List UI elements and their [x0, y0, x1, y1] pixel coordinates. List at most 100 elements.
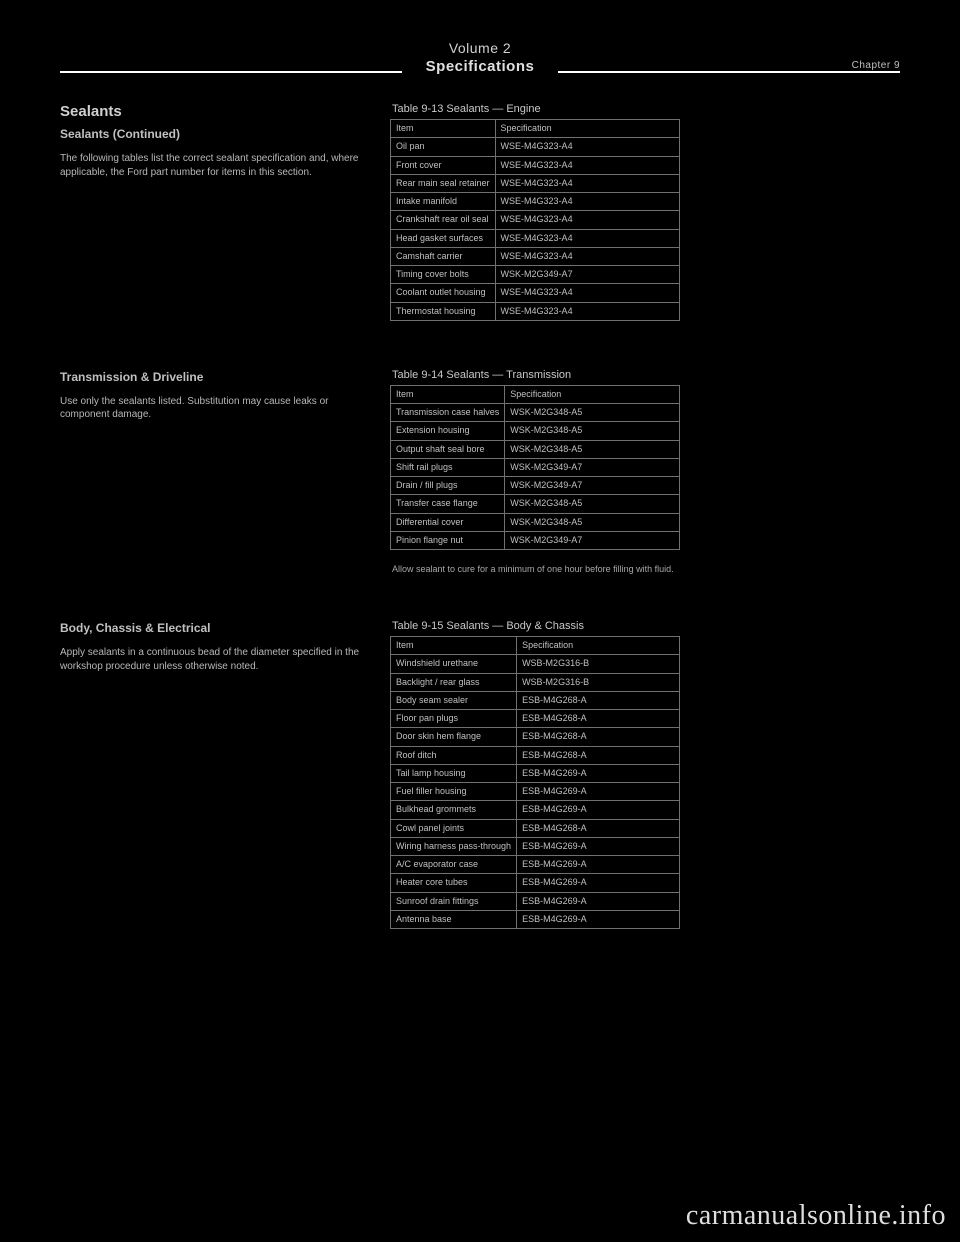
- section-1-subtitle: Sealants (Continued): [60, 126, 370, 142]
- cell: Pinion flange nut: [391, 531, 505, 549]
- table-row: Door skin hem flangeESB-M4G268-A: [391, 728, 680, 746]
- table-3: ItemSpecification Windshield urethaneWSB…: [390, 636, 680, 929]
- cell: WSE-M4G323-A4: [495, 247, 679, 265]
- table-row: Shift rail plugsWSK-M2G349-A7: [391, 458, 680, 476]
- section-1: Sealants Sealants (Continued) The follow…: [60, 103, 900, 335]
- section-3-tableblock: Table 9-15 Sealants — Body & Chassis Ite…: [390, 620, 900, 929]
- cell: ESB-M4G269-A: [517, 783, 680, 801]
- cell: Roof ditch: [391, 746, 517, 764]
- cell: Rear main seal retainer: [391, 174, 496, 192]
- cell: Item: [391, 120, 496, 138]
- cell: WSB-M2G316-B: [517, 673, 680, 691]
- table-row: Thermostat housingWSE-M4G323-A4: [391, 302, 680, 320]
- cell: ESB-M4G268-A: [517, 710, 680, 728]
- cell: Output shaft seal bore: [391, 440, 505, 458]
- cell: Front cover: [391, 156, 496, 174]
- table-row: Pinion flange nutWSK-M2G349-A7: [391, 531, 680, 549]
- cell: Specification: [495, 120, 679, 138]
- table-row: Camshaft carrierWSE-M4G323-A4: [391, 247, 680, 265]
- cell: WSK-M2G348-A5: [505, 495, 680, 513]
- table-2: ItemSpecification Transmission case halv…: [390, 385, 680, 550]
- page-header: Volume 2 Specifications Chapter 9: [60, 40, 900, 75]
- cell: Oil pan: [391, 138, 496, 156]
- table-row: Wiring harness pass-throughESB-M4G269-A: [391, 837, 680, 855]
- cell: ESB-M4G268-A: [517, 746, 680, 764]
- cell: WSK-M2G348-A5: [505, 440, 680, 458]
- table-row: ItemSpecification: [391, 120, 680, 138]
- cell: WSE-M4G323-A4: [495, 284, 679, 302]
- header-rule-left: [60, 71, 402, 73]
- cell: Heater core tubes: [391, 874, 517, 892]
- section-3-subtitle: Body, Chassis & Electrical: [60, 620, 370, 636]
- cell: WSB-M2G316-B: [517, 655, 680, 673]
- table-row: Roof ditchESB-M4G268-A: [391, 746, 680, 764]
- cell: WSK-M2G349-A7: [505, 477, 680, 495]
- section-1-tableblock: Table 9-13 Sealants — Engine ItemSpecifi…: [390, 103, 900, 321]
- section-1-title: Sealants: [60, 103, 370, 120]
- cell: WSE-M4G323-A4: [495, 156, 679, 174]
- table-row: Output shaft seal boreWSK-M2G348-A5: [391, 440, 680, 458]
- cell: WSE-M4G323-A4: [495, 193, 679, 211]
- header-center: Volume 2 Specifications: [402, 40, 559, 75]
- cell: ESB-M4G269-A: [517, 837, 680, 855]
- cell: Transfer case flange: [391, 495, 505, 513]
- cell: WSE-M4G323-A4: [495, 138, 679, 156]
- table-3-caption: Table 9-15 Sealants — Body & Chassis: [392, 620, 900, 632]
- header-right: Chapter 9: [558, 60, 900, 75]
- cell: WSK-M2G349-A7: [505, 458, 680, 476]
- cell: WSE-M4G323-A4: [495, 302, 679, 320]
- table-row: Differential coverWSK-M2G348-A5: [391, 513, 680, 531]
- cell: WSK-M2G348-A5: [505, 513, 680, 531]
- cell: Door skin hem flange: [391, 728, 517, 746]
- cell: WSE-M4G323-A4: [495, 211, 679, 229]
- table-row: Cowl panel jointsESB-M4G268-A: [391, 819, 680, 837]
- section-3-sidebar: Body, Chassis & Electrical Apply sealant…: [60, 620, 370, 679]
- section-1-sidebar: Sealants Sealants (Continued) The follow…: [60, 103, 370, 185]
- cell: ESB-M4G269-A: [517, 892, 680, 910]
- table-row: Drain / fill plugsWSK-M2G349-A7: [391, 477, 680, 495]
- cell: WSK-M2G348-A5: [505, 422, 680, 440]
- table-row: ItemSpecification: [391, 385, 680, 403]
- table-row: Fuel filler housingESB-M4G269-A: [391, 783, 680, 801]
- cell: WSK-M2G349-A7: [505, 531, 680, 549]
- table-row: Head gasket surfacesWSE-M4G323-A4: [391, 229, 680, 247]
- section-2-sidebar: Transmission & Driveline Use only the se…: [60, 369, 370, 428]
- table-row: Body seam sealerESB-M4G268-A: [391, 691, 680, 709]
- section-3-desc: Apply sealants in a continuous bead of t…: [60, 646, 370, 673]
- table-row: Bulkhead grommetsESB-M4G269-A: [391, 801, 680, 819]
- section-2-desc: Use only the sealants listed. Substituti…: [60, 395, 370, 422]
- cell: Coolant outlet housing: [391, 284, 496, 302]
- cell: Drain / fill plugs: [391, 477, 505, 495]
- cell: Fuel filler housing: [391, 783, 517, 801]
- cell: Wiring harness pass-through: [391, 837, 517, 855]
- cell: ESB-M4G269-A: [517, 764, 680, 782]
- cell: Intake manifold: [391, 193, 496, 211]
- table-row: Coolant outlet housingWSE-M4G323-A4: [391, 284, 680, 302]
- cell: Floor pan plugs: [391, 710, 517, 728]
- cell: Backlight / rear glass: [391, 673, 517, 691]
- cell: Thermostat housing: [391, 302, 496, 320]
- table-row: Antenna baseESB-M4G269-A: [391, 910, 680, 928]
- table-row: Tail lamp housingESB-M4G269-A: [391, 764, 680, 782]
- cell: Bulkhead grommets: [391, 801, 517, 819]
- cell: ESB-M4G269-A: [517, 910, 680, 928]
- cell: Shift rail plugs: [391, 458, 505, 476]
- cell: A/C evaporator case: [391, 856, 517, 874]
- cell: Cowl panel joints: [391, 819, 517, 837]
- cell: Head gasket surfaces: [391, 229, 496, 247]
- table-row: Rear main seal retainerWSE-M4G323-A4: [391, 174, 680, 192]
- cell: Specification: [517, 637, 680, 655]
- cell: Transmission case halves: [391, 404, 505, 422]
- cell: WSK-M2G348-A5: [505, 404, 680, 422]
- cell: Crankshaft rear oil seal: [391, 211, 496, 229]
- cell: Specification: [505, 385, 680, 403]
- cell: Camshaft carrier: [391, 247, 496, 265]
- table-row: Transfer case flangeWSK-M2G348-A5: [391, 495, 680, 513]
- cell: WSE-M4G323-A4: [495, 174, 679, 192]
- section-2-subtitle: Transmission & Driveline: [60, 369, 370, 385]
- table-row: Front coverWSE-M4G323-A4: [391, 156, 680, 174]
- cell: Body seam sealer: [391, 691, 517, 709]
- table-2-caption: Table 9-14 Sealants — Transmission: [392, 369, 900, 381]
- cell: ESB-M4G269-A: [517, 874, 680, 892]
- cell: ESB-M4G269-A: [517, 801, 680, 819]
